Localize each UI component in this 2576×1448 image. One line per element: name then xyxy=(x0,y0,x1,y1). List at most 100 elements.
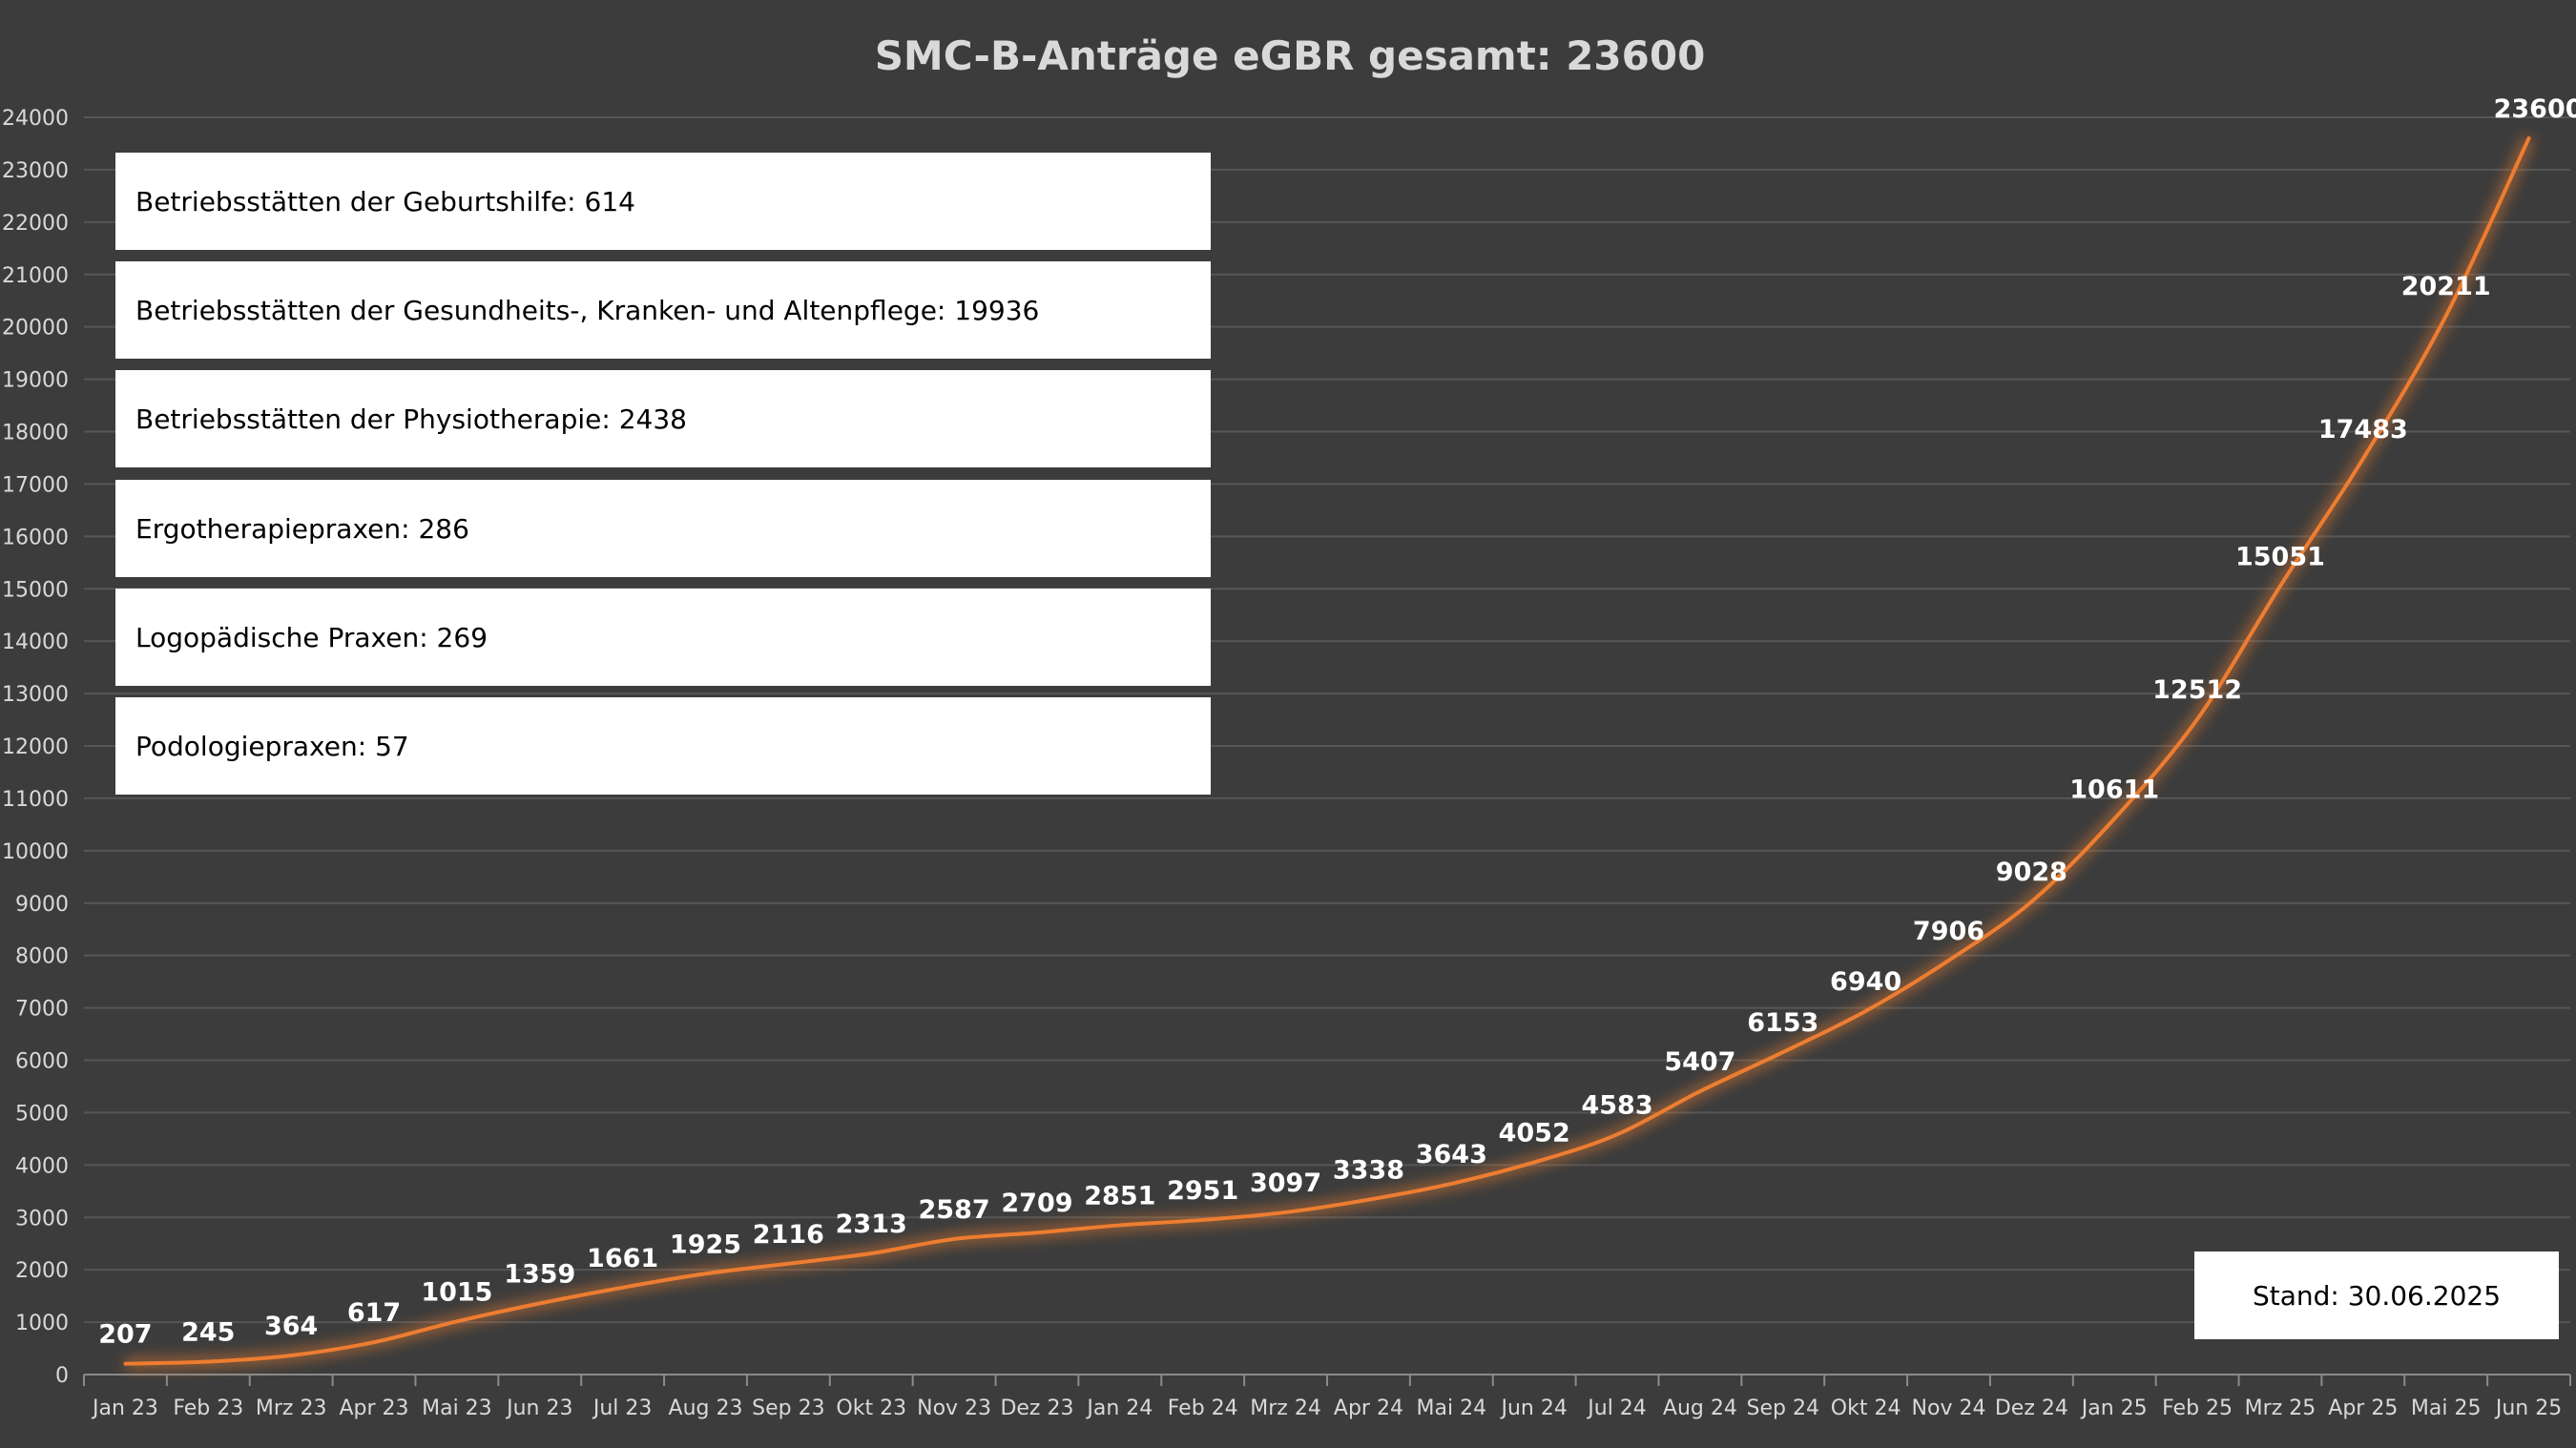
y-tick-label: 9000 xyxy=(15,893,69,917)
x-tick-label: Dez 24 xyxy=(1995,1396,2068,1420)
data-label: 364 xyxy=(264,1312,318,1341)
data-label: 10611 xyxy=(2069,775,2159,804)
data-label: 5407 xyxy=(1664,1047,1735,1077)
x-tick-label: Feb 25 xyxy=(2162,1396,2233,1420)
y-tick-label: 21000 xyxy=(2,264,69,288)
x-tick-label: Nov 23 xyxy=(917,1396,991,1420)
annotation-box-geburtshilfe: Betriebsstätten der Geburtshilfe: 614 xyxy=(115,153,1211,250)
data-label: 7906 xyxy=(1913,917,1984,946)
data-label: 6153 xyxy=(1747,1008,1818,1038)
y-tick-label: 3000 xyxy=(15,1207,69,1231)
data-label: 1359 xyxy=(504,1259,575,1289)
y-tick-label: 10000 xyxy=(2,840,69,864)
y-tick-label: 4000 xyxy=(15,1154,69,1178)
y-tick-label: 7000 xyxy=(15,998,69,1022)
stand-date-text: Stand: 30.06.2025 xyxy=(2252,1279,2502,1312)
y-tick-label: 15000 xyxy=(2,578,69,602)
x-tick-label: Jun 25 xyxy=(2494,1396,2562,1420)
annotation-text: Ergotherapiepraxen: 286 xyxy=(135,512,469,545)
y-tick-label: 22000 xyxy=(2,212,69,236)
x-tick-label: Mai 24 xyxy=(1417,1396,1487,1420)
x-tick-label: Jan 24 xyxy=(1085,1396,1153,1420)
x-tick-label: Okt 24 xyxy=(1831,1396,1901,1420)
data-label: 2587 xyxy=(919,1195,990,1225)
x-tick-label: Jan 23 xyxy=(91,1396,158,1420)
y-tick-label: 16000 xyxy=(2,526,69,549)
data-label: 15051 xyxy=(2235,542,2325,571)
x-tick-label: Sep 23 xyxy=(752,1396,824,1420)
x-tick-label: Mai 25 xyxy=(2411,1396,2482,1420)
x-tick-label: Mrz 24 xyxy=(1250,1396,1321,1420)
x-tick-label: Aug 24 xyxy=(1663,1396,1737,1420)
y-tick-label: 19000 xyxy=(2,369,69,393)
data-label: 4583 xyxy=(1581,1090,1652,1120)
series-line-path xyxy=(123,135,2531,1366)
series-line xyxy=(123,135,2535,1370)
x-tick-label: Jan 25 xyxy=(2080,1396,2148,1420)
annotation-text: Betriebsstätten der Physiotherapie: 2438 xyxy=(135,403,687,435)
x-tick-label: Jul 23 xyxy=(592,1396,653,1420)
x-tick-label: Jun 24 xyxy=(1499,1396,1567,1420)
y-tick-label: 17000 xyxy=(2,473,69,497)
data-label: 2116 xyxy=(753,1220,824,1250)
annotation-box-podologie: Podologiepraxen: 57 xyxy=(115,697,1211,795)
y-tick-label: 20000 xyxy=(2,317,69,341)
y-tick-label: 23000 xyxy=(2,159,69,183)
x-tick-label: Nov 24 xyxy=(1912,1396,1986,1420)
x-tick-label: Mrz 23 xyxy=(256,1396,327,1420)
data-label: 245 xyxy=(181,1318,235,1348)
x-tick-label: Mrz 25 xyxy=(2245,1396,2316,1420)
x-tick-label: Apr 25 xyxy=(2328,1396,2398,1420)
y-tick-label: 5000 xyxy=(15,1102,69,1126)
y-tick-label: 11000 xyxy=(2,788,69,812)
y-axis: 0 1000 2000 3000 4000 5000 6000 7000 8000 9000 100… xyxy=(2,107,69,1388)
x-tick-label: Okt 23 xyxy=(836,1396,906,1420)
x-tick-label: Apr 24 xyxy=(1334,1396,1403,1420)
y-tick-label: 18000 xyxy=(2,422,69,445)
x-tick-label: Dez 23 xyxy=(1000,1396,1073,1420)
annotation-box-physiotherapie: Betriebsstätten der Physiotherapie: 2438 xyxy=(115,370,1211,467)
x-axis: Jan 23 Feb 23 Mrz 23 Apr 23 Mai 23 Jun 23 Jul … xyxy=(83,1374,2571,1420)
chart-title: SMC-B-Anträge eGBR gesamt: 23600 xyxy=(875,32,1706,79)
y-tick-label: 6000 xyxy=(15,1050,69,1074)
data-label: 4052 xyxy=(1499,1118,1570,1148)
annotation-text: Podologiepraxen: 57 xyxy=(135,730,409,762)
data-label: 2851 xyxy=(1084,1181,1155,1210)
data-label: 2951 xyxy=(1167,1176,1238,1206)
x-tick-label: Feb 23 xyxy=(173,1396,243,1420)
x-tick-label: Feb 24 xyxy=(1168,1396,1238,1420)
y-tick-label: 12000 xyxy=(2,735,69,759)
data-label: 17483 xyxy=(2318,415,2408,445)
x-tick-label: Aug 23 xyxy=(669,1396,743,1420)
x-tick-label: Mai 23 xyxy=(422,1396,492,1420)
data-label: 6940 xyxy=(1830,967,1901,997)
x-tick-label: Jul 24 xyxy=(1586,1396,1647,1420)
data-label: 2313 xyxy=(836,1210,907,1239)
y-tick-label: 13000 xyxy=(2,683,69,707)
y-tick-label: 0 xyxy=(55,1364,69,1388)
data-label: 20211 xyxy=(2401,272,2491,301)
annotation-box-ergotherapie: Ergotherapiepraxen: 286 xyxy=(115,480,1211,577)
annotation-box-pflege: Betriebsstätten der Gesundheits-, Kranke… xyxy=(115,261,1211,359)
data-label: 1015 xyxy=(421,1277,492,1307)
x-tick-label: Sep 24 xyxy=(1747,1396,1819,1420)
data-label: 3097 xyxy=(1250,1169,1321,1198)
data-label: 23600 xyxy=(2494,94,2576,124)
data-label: 207 xyxy=(98,1320,152,1350)
data-label: 1925 xyxy=(670,1230,741,1259)
data-label: 1661 xyxy=(587,1244,658,1273)
y-tick-label: 2000 xyxy=(15,1259,69,1283)
annotation-box-logopaedie: Logopädische Praxen: 269 xyxy=(115,589,1211,686)
y-tick-label: 8000 xyxy=(15,945,69,969)
data-label: 3338 xyxy=(1333,1156,1404,1186)
y-tick-label: 24000 xyxy=(2,107,69,131)
data-label: 2709 xyxy=(1001,1189,1072,1218)
x-tick-label: Apr 23 xyxy=(340,1396,409,1420)
gridlines xyxy=(84,116,2570,1376)
stand-date-box: Stand: 30.06.2025 xyxy=(2194,1251,2559,1339)
y-tick-label: 14000 xyxy=(2,631,69,654)
data-label: 617 xyxy=(347,1298,401,1328)
data-label: 3643 xyxy=(1416,1140,1487,1169)
data-label: 12512 xyxy=(2152,675,2242,705)
annotation-text: Betriebsstätten der Geburtshilfe: 614 xyxy=(135,185,635,217)
